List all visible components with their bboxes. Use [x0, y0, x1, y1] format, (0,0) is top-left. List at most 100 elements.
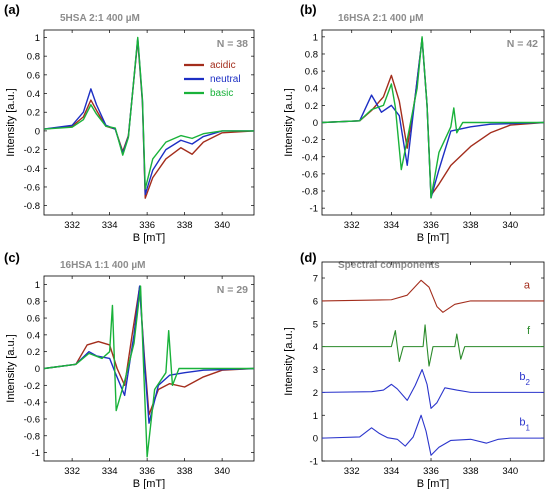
y-tick-label: 0.2 — [27, 108, 40, 119]
x-axis-label: B [mT] — [417, 478, 449, 489]
series-line — [322, 36, 544, 199]
x-axis-label: B [mT] — [417, 232, 449, 244]
y-tick-label: -0.8 — [302, 187, 318, 198]
y-tick-label: 5 — [313, 319, 318, 330]
series-line — [44, 285, 254, 424]
y-tick-label: 0.4 — [27, 89, 40, 100]
y-tick-label: 0 — [35, 126, 40, 137]
x-tick-label: 336 — [423, 220, 439, 231]
y-axis-label: Intensity [a.u.] — [5, 88, 17, 156]
x-tick-label: 336 — [139, 220, 155, 231]
panel-c: (c) 16HSA 1:1 400 µM 332 334 336 338 340 -1 -0.8… — [4, 250, 255, 489]
y-tick-label: -0.8 — [24, 431, 40, 442]
series-line — [44, 285, 254, 458]
y-tick-label: -0.2 — [24, 381, 40, 392]
panel-title: 5HSA 2:1 400 µM — [60, 13, 140, 24]
panel-title: 16HSA 1:1 400 µM — [60, 260, 145, 271]
x-tick-label: 338 — [177, 466, 193, 477]
series-line — [322, 37, 544, 196]
panel-b: (b) 16HSA 2:1 400 µM 332 334 336 338 340 -1 -0.8… — [283, 2, 545, 244]
y-tick-label: 4 — [313, 342, 318, 353]
panel-label: (b) — [300, 2, 317, 17]
y-tick-label: 0.6 — [27, 70, 40, 81]
y-tick-label: -0.2 — [24, 145, 40, 156]
y-tick-label: 0 — [35, 364, 40, 375]
x-tick-label: 334 — [102, 220, 118, 231]
panel-label: (c) — [4, 250, 20, 265]
y-tick-label: 0.8 — [27, 52, 40, 63]
panel-title: Spectral components — [338, 260, 440, 271]
plot-area — [44, 285, 254, 458]
y-tick-label: 0.6 — [27, 314, 40, 325]
panel-label: (a) — [4, 2, 20, 17]
n-label: N = 29 — [217, 284, 248, 296]
y-tick-label: -0.4 — [24, 398, 40, 409]
component-label: b1 — [519, 417, 530, 433]
plot-frame — [43, 29, 255, 216]
x-tick-label: 340 — [502, 466, 518, 477]
y-axis-label: Intensity [a.u.] — [5, 334, 17, 402]
plot-area — [322, 36, 544, 199]
y-tick-label: -0.4 — [24, 164, 40, 175]
x-tick-label: 336 — [423, 466, 439, 477]
y-tick-label: -0.6 — [24, 182, 40, 193]
y-tick-label: -1 — [32, 448, 40, 459]
panel-label: (d) — [300, 250, 317, 265]
x-axis-label: B [mT] — [133, 478, 165, 489]
y-tick-label: 0.6 — [305, 67, 318, 78]
x-tick-label: 332 — [64, 466, 80, 477]
x-tick-label: 332 — [344, 466, 360, 477]
plot-frame — [321, 261, 545, 462]
x-tick-label: 338 — [463, 466, 479, 477]
x-tick-label: 340 — [214, 466, 230, 477]
y-tick-label: 0.8 — [27, 297, 40, 308]
component-label: a — [524, 279, 531, 291]
y-tick-label: -0.6 — [302, 169, 318, 180]
y-tick-label: 0.4 — [305, 84, 318, 95]
y-tick-label: 0 — [313, 118, 318, 129]
x-tick-label: 334 — [102, 466, 118, 477]
plot-area — [44, 36, 254, 199]
y-tick-label: -0.4 — [302, 152, 318, 163]
series-line — [322, 37, 544, 199]
plot-area — [322, 279, 544, 456]
y-tick-label: 1 — [35, 33, 40, 44]
y-tick-label: -0.8 — [24, 201, 40, 212]
series-line — [322, 324, 544, 367]
legend-label: neutral — [210, 74, 241, 85]
x-tick-label: 340 — [502, 220, 518, 231]
y-tick-label: 7 — [313, 274, 318, 285]
y-tick-label: 0.4 — [27, 330, 40, 341]
component-label: b2 — [519, 371, 530, 387]
y-tick-label: -0.2 — [302, 135, 318, 146]
y-tick-label: 0.2 — [305, 101, 318, 112]
y-tick-label: 6 — [313, 296, 318, 307]
y-axis-label: Intensity [a.u.] — [283, 327, 295, 395]
panel-title: 16HSA 2:1 400 µM — [338, 13, 423, 24]
y-tick-label: 1 — [35, 280, 40, 291]
y-tick-label: 1 — [313, 411, 318, 422]
y-tick-label: 0.2 — [27, 347, 40, 358]
x-tick-label: 334 — [383, 466, 399, 477]
x-tick-label: 336 — [139, 466, 155, 477]
series-line — [322, 279, 544, 313]
x-tick-label: 338 — [177, 220, 193, 231]
y-tick-label: 0.8 — [305, 49, 318, 60]
series-line — [322, 368, 544, 409]
y-axis-label: Intensity [a.u.] — [283, 88, 295, 156]
y-tick-label: 2 — [313, 388, 318, 399]
x-tick-label: 338 — [463, 220, 479, 231]
y-tick-label: 1 — [313, 32, 318, 43]
y-tick-label: 0 — [313, 434, 318, 445]
x-tick-label: 340 — [214, 220, 230, 231]
component-subscript: 1 — [526, 423, 531, 432]
y-tick-label: 3 — [313, 365, 318, 376]
n-label: N = 42 — [507, 38, 538, 50]
y-tick-label: -0.6 — [24, 414, 40, 425]
series-line — [44, 286, 254, 416]
x-tick-label: 332 — [64, 220, 80, 231]
legend-label: acidic — [210, 60, 236, 71]
component-subscript: 2 — [526, 377, 531, 386]
legend-label: basic — [210, 88, 233, 99]
